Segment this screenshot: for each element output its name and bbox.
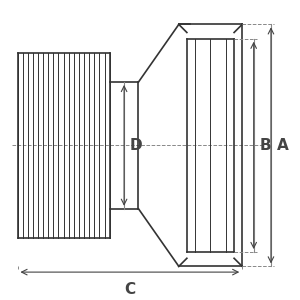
Text: A: A: [277, 138, 289, 153]
Text: D: D: [130, 138, 142, 153]
Text: C: C: [124, 282, 135, 297]
Text: B: B: [260, 138, 271, 153]
